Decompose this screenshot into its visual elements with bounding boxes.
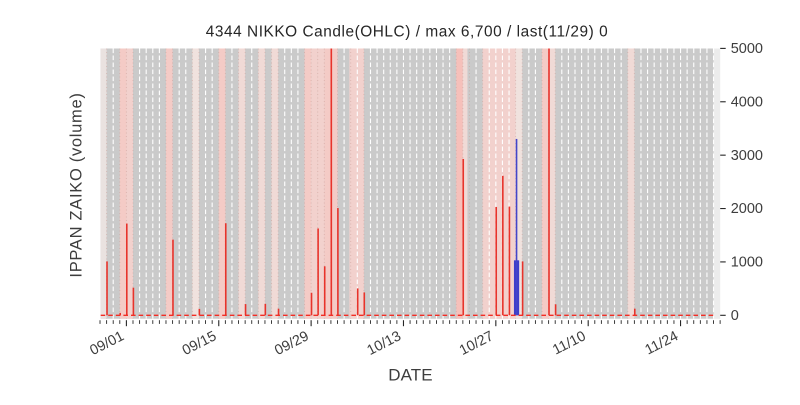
svg-text:4000: 4000 [731, 94, 763, 110]
svg-text:1000: 1000 [731, 255, 763, 271]
svg-text:5000: 5000 [731, 41, 763, 57]
svg-text:DATE: DATE [388, 365, 432, 384]
svg-text:0: 0 [731, 308, 739, 324]
svg-text:3000: 3000 [731, 148, 763, 164]
svg-text:2000: 2000 [731, 201, 763, 217]
svg-text:IPPAN ZAIKO (volume): IPPAN ZAIKO (volume) [68, 92, 86, 277]
svg-text:4344 NIKKO Candle(OHLC) / max: 4344 NIKKO Candle(OHLC) / max 6,700 / la… [206, 24, 608, 41]
